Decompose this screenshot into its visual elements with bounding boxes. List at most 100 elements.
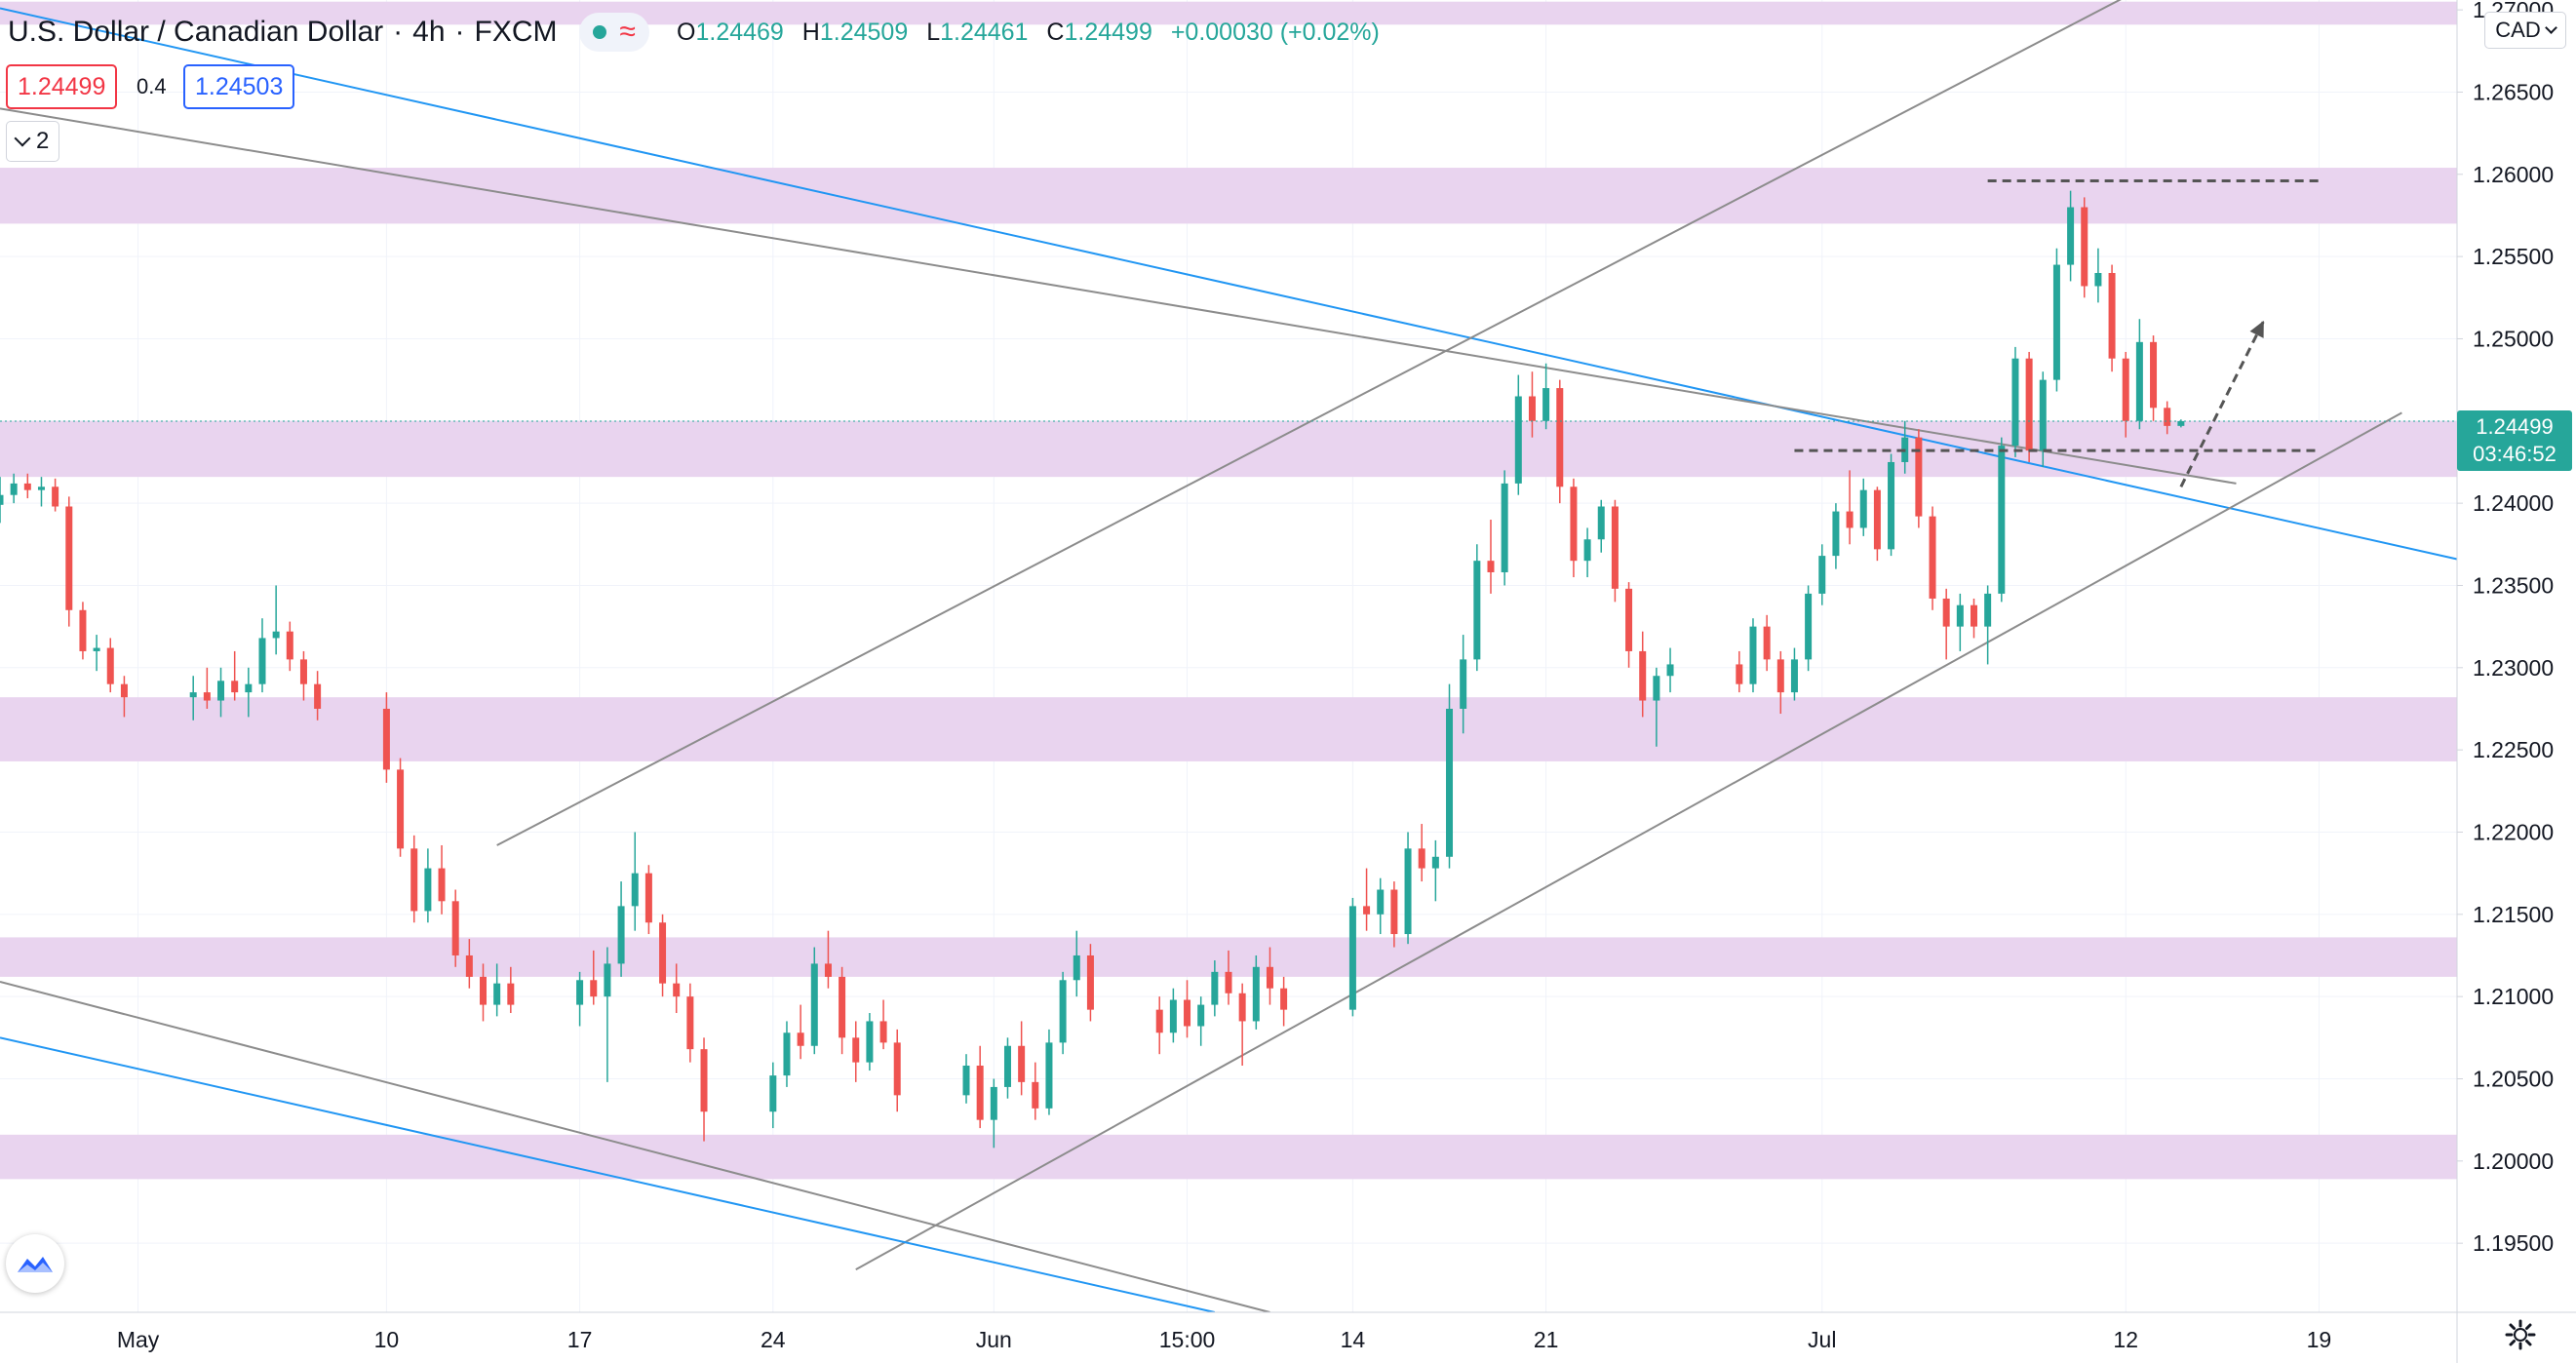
price-tick-label: 1.23000	[2473, 655, 2554, 681]
high-value: 1.24509	[819, 18, 909, 46]
candle-body	[1653, 676, 1660, 701]
data-delay-icon: ≈	[619, 16, 637, 48]
candle-body	[1970, 604, 1977, 627]
candle-body	[1888, 461, 1895, 550]
price-tick-label: 1.21500	[2473, 902, 2554, 927]
candle-body	[1528, 396, 1536, 421]
candle-body	[258, 638, 266, 684]
price-tick-label: 1.25500	[2473, 244, 2554, 269]
candle-body	[1073, 954, 1080, 981]
indicators-toggle-button[interactable]: 2	[6, 121, 60, 162]
projection-arrow-line	[2179, 320, 2266, 487]
candle-body	[839, 976, 846, 1038]
candle-body	[106, 647, 114, 684]
candle-body	[617, 906, 625, 964]
candle-body	[23, 483, 31, 490]
candle-body	[1473, 561, 1481, 660]
time-tick-label: 10	[374, 1327, 400, 1352]
currency-label: CAD	[2495, 18, 2541, 42]
buy-button[interactable]: 1.24503	[183, 64, 295, 109]
candle-body	[2039, 379, 2047, 451]
candle-body	[10, 483, 18, 495]
candle-body	[852, 1037, 860, 1063]
candle-body	[1805, 593, 1813, 660]
candle-body	[1639, 650, 1647, 701]
low-label: L	[926, 18, 941, 46]
candle-body	[507, 983, 515, 1005]
candle-body	[1998, 446, 2006, 594]
sr-zone	[0, 420, 2457, 478]
candle-body	[1749, 626, 1757, 684]
candle-body	[644, 873, 652, 923]
candle-body	[1390, 889, 1398, 935]
price-tick-label: 1.20500	[2473, 1066, 2554, 1091]
overlays	[0, 179, 2457, 487]
time-tick-label: Jul	[1808, 1327, 1836, 1352]
candle-body	[2164, 408, 2171, 426]
candle-body	[1211, 971, 1219, 1005]
tradingview-logo-icon[interactable]	[6, 1234, 64, 1293]
candle-body	[2067, 207, 2075, 265]
candle-body	[1045, 1042, 1053, 1109]
low-value: 1.24461	[940, 18, 1029, 46]
candle-body	[1556, 388, 1564, 487]
price-tick-label: 1.21000	[2473, 984, 2554, 1009]
candles	[0, 190, 2185, 1149]
candle-body	[1956, 604, 1964, 627]
candle-body	[1032, 1081, 1039, 1109]
sr-zone	[0, 168, 2457, 224]
candle-body	[976, 1065, 984, 1120]
candle-body	[79, 609, 87, 651]
time-tick-label: May	[117, 1327, 160, 1352]
candle-body	[2150, 341, 2158, 409]
candle-body	[1873, 489, 1881, 550]
candle-body	[1984, 593, 1992, 627]
price-tick-label: 1.24000	[2473, 490, 2554, 516]
interval-label[interactable]: 4h	[412, 16, 446, 48]
price-tick-label: 1.22000	[2473, 819, 2554, 844]
candle-body	[576, 980, 584, 1005]
candle-body	[1611, 506, 1619, 589]
high-label: H	[801, 18, 820, 46]
candle-body	[1238, 993, 1246, 1022]
ohlc-values: O1.24469 H1.24509 L1.24461 C1.24499 +0.0…	[677, 19, 1380, 47]
price-tick-label: 1.26500	[2473, 79, 2554, 104]
candle-body	[686, 996, 694, 1050]
time-tick-label: 17	[567, 1327, 593, 1352]
price-tick-label: 1.22500	[2473, 737, 2554, 762]
candle-body	[299, 659, 307, 684]
candle-body	[1169, 999, 1177, 1033]
symbol-legend: U.S. Dollar / Canadian Dollar · 4h · FXC…	[8, 10, 1380, 55]
sep-dot: ·	[454, 16, 465, 48]
settings-gear-icon[interactable]	[2504, 1318, 2537, 1351]
symbol-name[interactable]: U.S. Dollar / Canadian Dollar	[8, 16, 384, 48]
change-value: +0.00030 (+0.02%)	[1170, 18, 1380, 46]
chevron-down-icon	[14, 130, 31, 147]
candle-body	[1363, 906, 1371, 915]
candle-body	[1348, 906, 1356, 1010]
candle-body	[783, 1032, 791, 1076]
trendline	[0, 981, 1270, 1313]
candle-body	[866, 1021, 874, 1063]
candle-body	[37, 487, 45, 490]
candle-body	[245, 683, 253, 693]
candle-body	[1404, 848, 1412, 935]
trendline	[0, 7, 2458, 561]
currency-selector[interactable]: CAD	[2484, 12, 2566, 49]
market-status[interactable]: ≈	[578, 13, 650, 52]
candle-body	[397, 769, 405, 849]
sell-button[interactable]: 1.24499	[6, 64, 118, 109]
candle-body	[2094, 272, 2102, 287]
candle-body	[1790, 659, 1798, 693]
candle-body	[1086, 954, 1094, 1010]
candle-body	[1570, 487, 1578, 562]
candle-body	[1003, 1045, 1011, 1087]
sr-zone	[0, 1134, 2457, 1180]
candle-body	[604, 963, 611, 997]
candle-body	[1487, 561, 1495, 572]
indicators-count: 2	[36, 128, 50, 154]
candle-body	[2025, 358, 2033, 451]
candle-body	[2011, 358, 2019, 447]
